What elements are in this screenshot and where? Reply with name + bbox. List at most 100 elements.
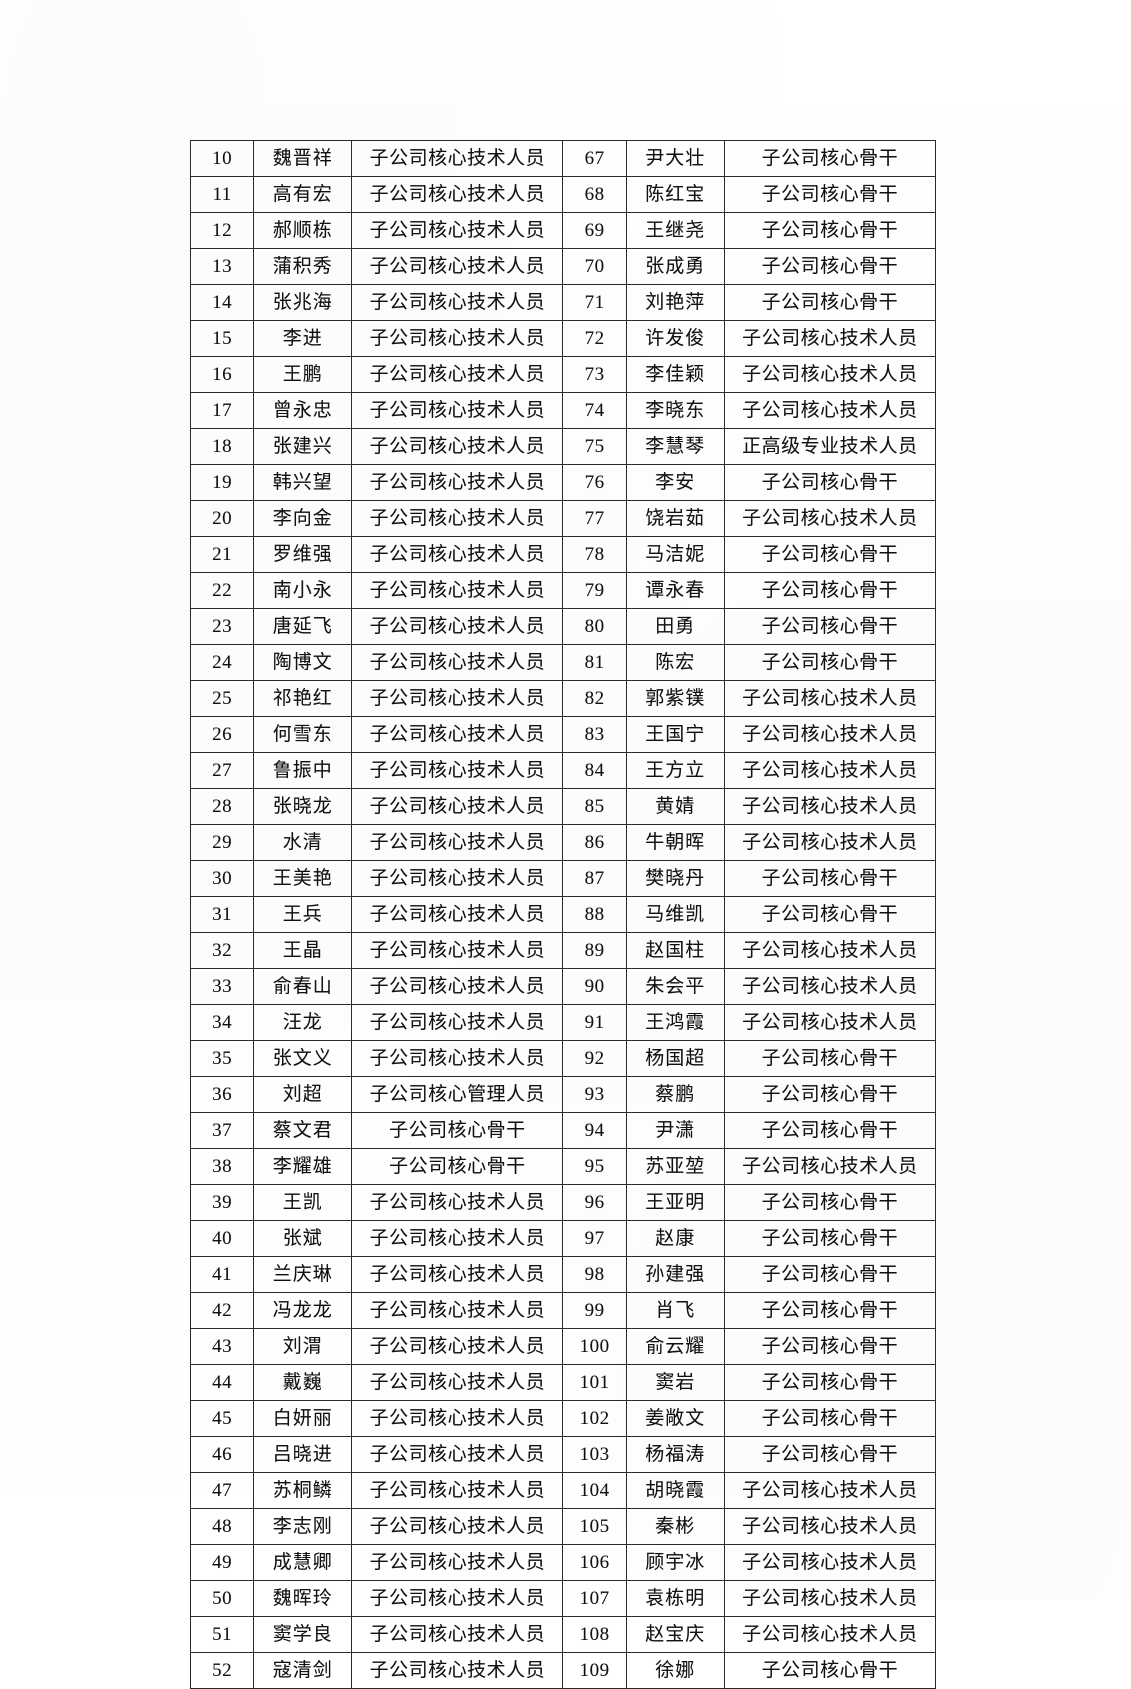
left-category-cell: 子公司核心技术人员 (351, 1472, 564, 1509)
left-name-cell: 蔡文君 (253, 1112, 353, 1149)
left-name-cell: 寇清剑 (253, 1652, 353, 1689)
right-name-cell: 王亚明 (625, 1184, 725, 1221)
right-index-cell: 102 (562, 1400, 627, 1437)
left-index-cell: 43 (189, 1328, 255, 1365)
right-name-cell: 杨国超 (625, 1040, 725, 1077)
right-index-cell: 77 (562, 500, 627, 537)
right-name-cell: 马维凯 (625, 896, 725, 933)
right-name-cell: 袁栋明 (625, 1580, 725, 1617)
left-category-cell: 子公司核心技术人员 (351, 464, 564, 501)
roster-table-body: 10 魏晋祥 子公司核心技术人员 67 尹大壮 子公司核心骨干 11 高有宏 子公司核心技术人员… (189, 140, 937, 1689)
table-row: 48 李志刚 子公司核心技术人员 105 秦彬 子公司核心技术人员 (189, 1508, 937, 1545)
left-name-cell: 张文义 (253, 1040, 353, 1077)
right-index-cell: 81 (562, 644, 627, 681)
left-name-cell: 王晶 (253, 932, 353, 969)
right-name-cell: 苏亚堃 (625, 1148, 725, 1185)
left-category-cell: 子公司核心骨干 (351, 1148, 564, 1185)
left-name-cell: 白妍丽 (253, 1400, 353, 1437)
right-index-cell: 108 (562, 1616, 627, 1653)
table-row: 21 罗维强 子公司核心技术人员 78 马洁妮 子公司核心骨干 (189, 536, 937, 573)
right-index-cell: 73 (562, 356, 627, 393)
right-category-cell: 子公司核心技术人员 (723, 1616, 937, 1653)
right-name-cell: 姜敞文 (625, 1400, 725, 1437)
right-name-cell: 秦彬 (625, 1508, 725, 1545)
right-category-cell: 子公司核心技术人员 (723, 1148, 937, 1185)
left-index-cell: 50 (189, 1580, 255, 1617)
left-index-cell: 39 (189, 1184, 255, 1221)
right-index-cell: 107 (562, 1580, 627, 1617)
left-index-cell: 16 (189, 356, 255, 393)
left-category-cell: 子公司核心技术人员 (351, 932, 564, 969)
left-name-cell: 成慧卿 (253, 1544, 353, 1581)
right-category-cell: 子公司核心技术人员 (723, 392, 937, 429)
left-category-cell: 子公司核心技术人员 (351, 320, 564, 357)
right-index-cell: 96 (562, 1184, 627, 1221)
left-name-cell: 罗维强 (253, 536, 353, 573)
left-name-cell: 曾永忠 (253, 392, 353, 429)
left-category-cell: 子公司核心技术人员 (351, 752, 564, 789)
left-index-cell: 13 (189, 248, 255, 285)
left-name-cell: 鲁振中 (253, 752, 353, 789)
left-category-cell: 子公司核心技术人员 (351, 968, 564, 1005)
right-category-cell: 子公司核心骨干 (723, 572, 937, 609)
right-name-cell: 尹大壮 (625, 140, 725, 177)
right-name-cell: 徐娜 (625, 1652, 725, 1689)
right-category-cell: 子公司核心骨干 (723, 644, 937, 681)
right-index-cell: 84 (562, 752, 627, 789)
right-category-cell: 子公司核心技术人员 (723, 716, 937, 753)
left-index-cell: 21 (189, 536, 255, 573)
right-name-cell: 郭紫镤 (625, 680, 725, 717)
right-index-cell: 88 (562, 896, 627, 933)
right-index-cell: 78 (562, 536, 627, 573)
table-row: 10 魏晋祥 子公司核心技术人员 67 尹大壮 子公司核心骨干 (189, 140, 937, 177)
right-name-cell: 牛朝晖 (625, 824, 725, 861)
table-row: 32 王晶 子公司核心技术人员 89 赵国柱 子公司核心技术人员 (189, 932, 937, 969)
right-name-cell: 田勇 (625, 608, 725, 645)
right-index-cell: 98 (562, 1256, 627, 1293)
left-index-cell: 52 (189, 1652, 255, 1689)
left-index-cell: 38 (189, 1148, 255, 1185)
right-name-cell: 李晓东 (625, 392, 725, 429)
left-category-cell: 子公司核心技术人员 (351, 500, 564, 537)
right-index-cell: 100 (562, 1328, 627, 1365)
right-index-cell: 69 (562, 212, 627, 249)
right-name-cell: 胡晓霞 (625, 1472, 725, 1509)
right-index-cell: 104 (562, 1472, 627, 1509)
left-name-cell: 李向金 (253, 500, 353, 537)
right-index-cell: 80 (562, 608, 627, 645)
right-name-cell: 赵国柱 (625, 932, 725, 969)
table-row: 35 张文义 子公司核心技术人员 92 杨国超 子公司核心骨干 (189, 1040, 937, 1077)
left-category-cell: 子公司核心技术人员 (351, 428, 564, 465)
table-row: 16 王鹏 子公司核心技术人员 73 李佳颖 子公司核心技术人员 (189, 356, 937, 393)
right-index-cell: 74 (562, 392, 627, 429)
right-category-cell: 子公司核心骨干 (723, 1076, 937, 1113)
right-category-cell: 子公司核心骨干 (723, 1328, 937, 1365)
right-name-cell: 王继尧 (625, 212, 725, 249)
right-name-cell: 尹潇 (625, 1112, 725, 1149)
left-category-cell: 子公司核心技术人员 (351, 1580, 564, 1617)
left-category-cell: 子公司核心技术人员 (351, 896, 564, 933)
table-row: 17 曾永忠 子公司核心技术人员 74 李晓东 子公司核心技术人员 (189, 392, 937, 429)
right-index-cell: 76 (562, 464, 627, 501)
left-index-cell: 23 (189, 608, 255, 645)
right-category-cell: 子公司核心骨干 (723, 896, 937, 933)
left-name-cell: 郝顺栋 (253, 212, 353, 249)
right-category-cell: 子公司核心骨干 (723, 1400, 937, 1437)
left-index-cell: 22 (189, 572, 255, 609)
left-category-cell: 子公司核心技术人员 (351, 1220, 564, 1257)
left-category-cell: 子公司核心技术人员 (351, 212, 564, 249)
right-category-cell: 子公司核心骨干 (723, 212, 937, 249)
left-category-cell: 子公司核心技术人员 (351, 1364, 564, 1401)
right-name-cell: 饶岩茹 (625, 500, 725, 537)
right-index-cell: 79 (562, 572, 627, 609)
left-index-cell: 32 (189, 932, 255, 969)
right-category-cell: 子公司核心技术人员 (723, 1580, 937, 1617)
left-name-cell: 唐延飞 (253, 608, 353, 645)
left-name-cell: 张建兴 (253, 428, 353, 465)
left-index-cell: 48 (189, 1508, 255, 1545)
right-category-cell: 子公司核心骨干 (723, 1652, 937, 1689)
right-category-cell: 子公司核心技术人员 (723, 1544, 937, 1581)
table-row: 45 白妍丽 子公司核心技术人员 102 姜敞文 子公司核心骨干 (189, 1400, 937, 1437)
left-category-cell: 子公司核心技术人员 (351, 1184, 564, 1221)
